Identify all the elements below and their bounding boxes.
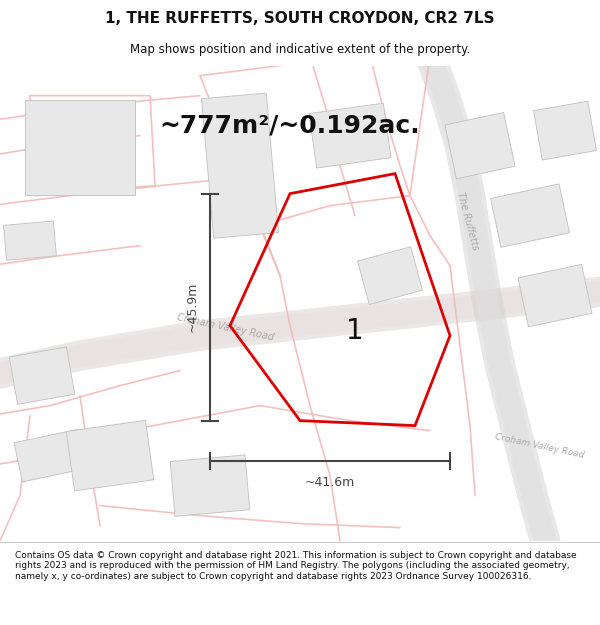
Text: 1, THE RUFFETTS, SOUTH CROYDON, CR2 7LS: 1, THE RUFFETTS, SOUTH CROYDON, CR2 7LS bbox=[105, 11, 495, 26]
Bar bbox=[170, 455, 250, 516]
Bar bbox=[533, 101, 596, 160]
Text: Map shows position and indicative extent of the property.: Map shows position and indicative extent… bbox=[130, 42, 470, 56]
Text: ~41.6m: ~41.6m bbox=[305, 476, 355, 489]
Bar bbox=[14, 429, 86, 482]
Text: Croham Valley Road: Croham Valley Road bbox=[494, 432, 586, 459]
Bar bbox=[358, 247, 422, 304]
Bar bbox=[9, 347, 75, 404]
Bar bbox=[66, 421, 154, 491]
Bar bbox=[309, 103, 391, 168]
Bar bbox=[491, 184, 569, 248]
Bar bbox=[445, 112, 515, 179]
Bar bbox=[4, 221, 56, 260]
Text: Contains OS data © Crown copyright and database right 2021. This information is : Contains OS data © Crown copyright and d… bbox=[15, 551, 577, 581]
Text: ~45.9m: ~45.9m bbox=[185, 282, 199, 332]
Bar bbox=[518, 264, 592, 327]
Text: 1: 1 bbox=[346, 317, 364, 344]
Bar bbox=[25, 100, 135, 195]
Text: Croham Valley Road: Croham Valley Road bbox=[176, 312, 274, 342]
Bar bbox=[202, 93, 278, 238]
Text: The Ruffetts: The Ruffetts bbox=[455, 191, 481, 251]
Text: ~777m²/~0.192ac.: ~777m²/~0.192ac. bbox=[160, 114, 421, 138]
